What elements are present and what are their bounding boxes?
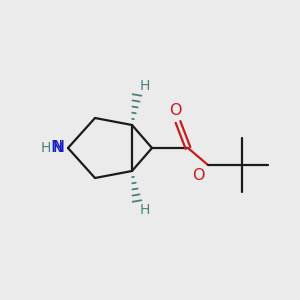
Text: N: N: [52, 140, 64, 155]
Text: H: H: [140, 79, 150, 93]
Text: H: H: [40, 141, 51, 155]
Text: O: O: [169, 103, 181, 118]
Text: H: H: [140, 203, 150, 217]
Text: H: H: [52, 141, 63, 155]
Text: N: N: [51, 140, 63, 155]
Text: O: O: [193, 168, 205, 183]
